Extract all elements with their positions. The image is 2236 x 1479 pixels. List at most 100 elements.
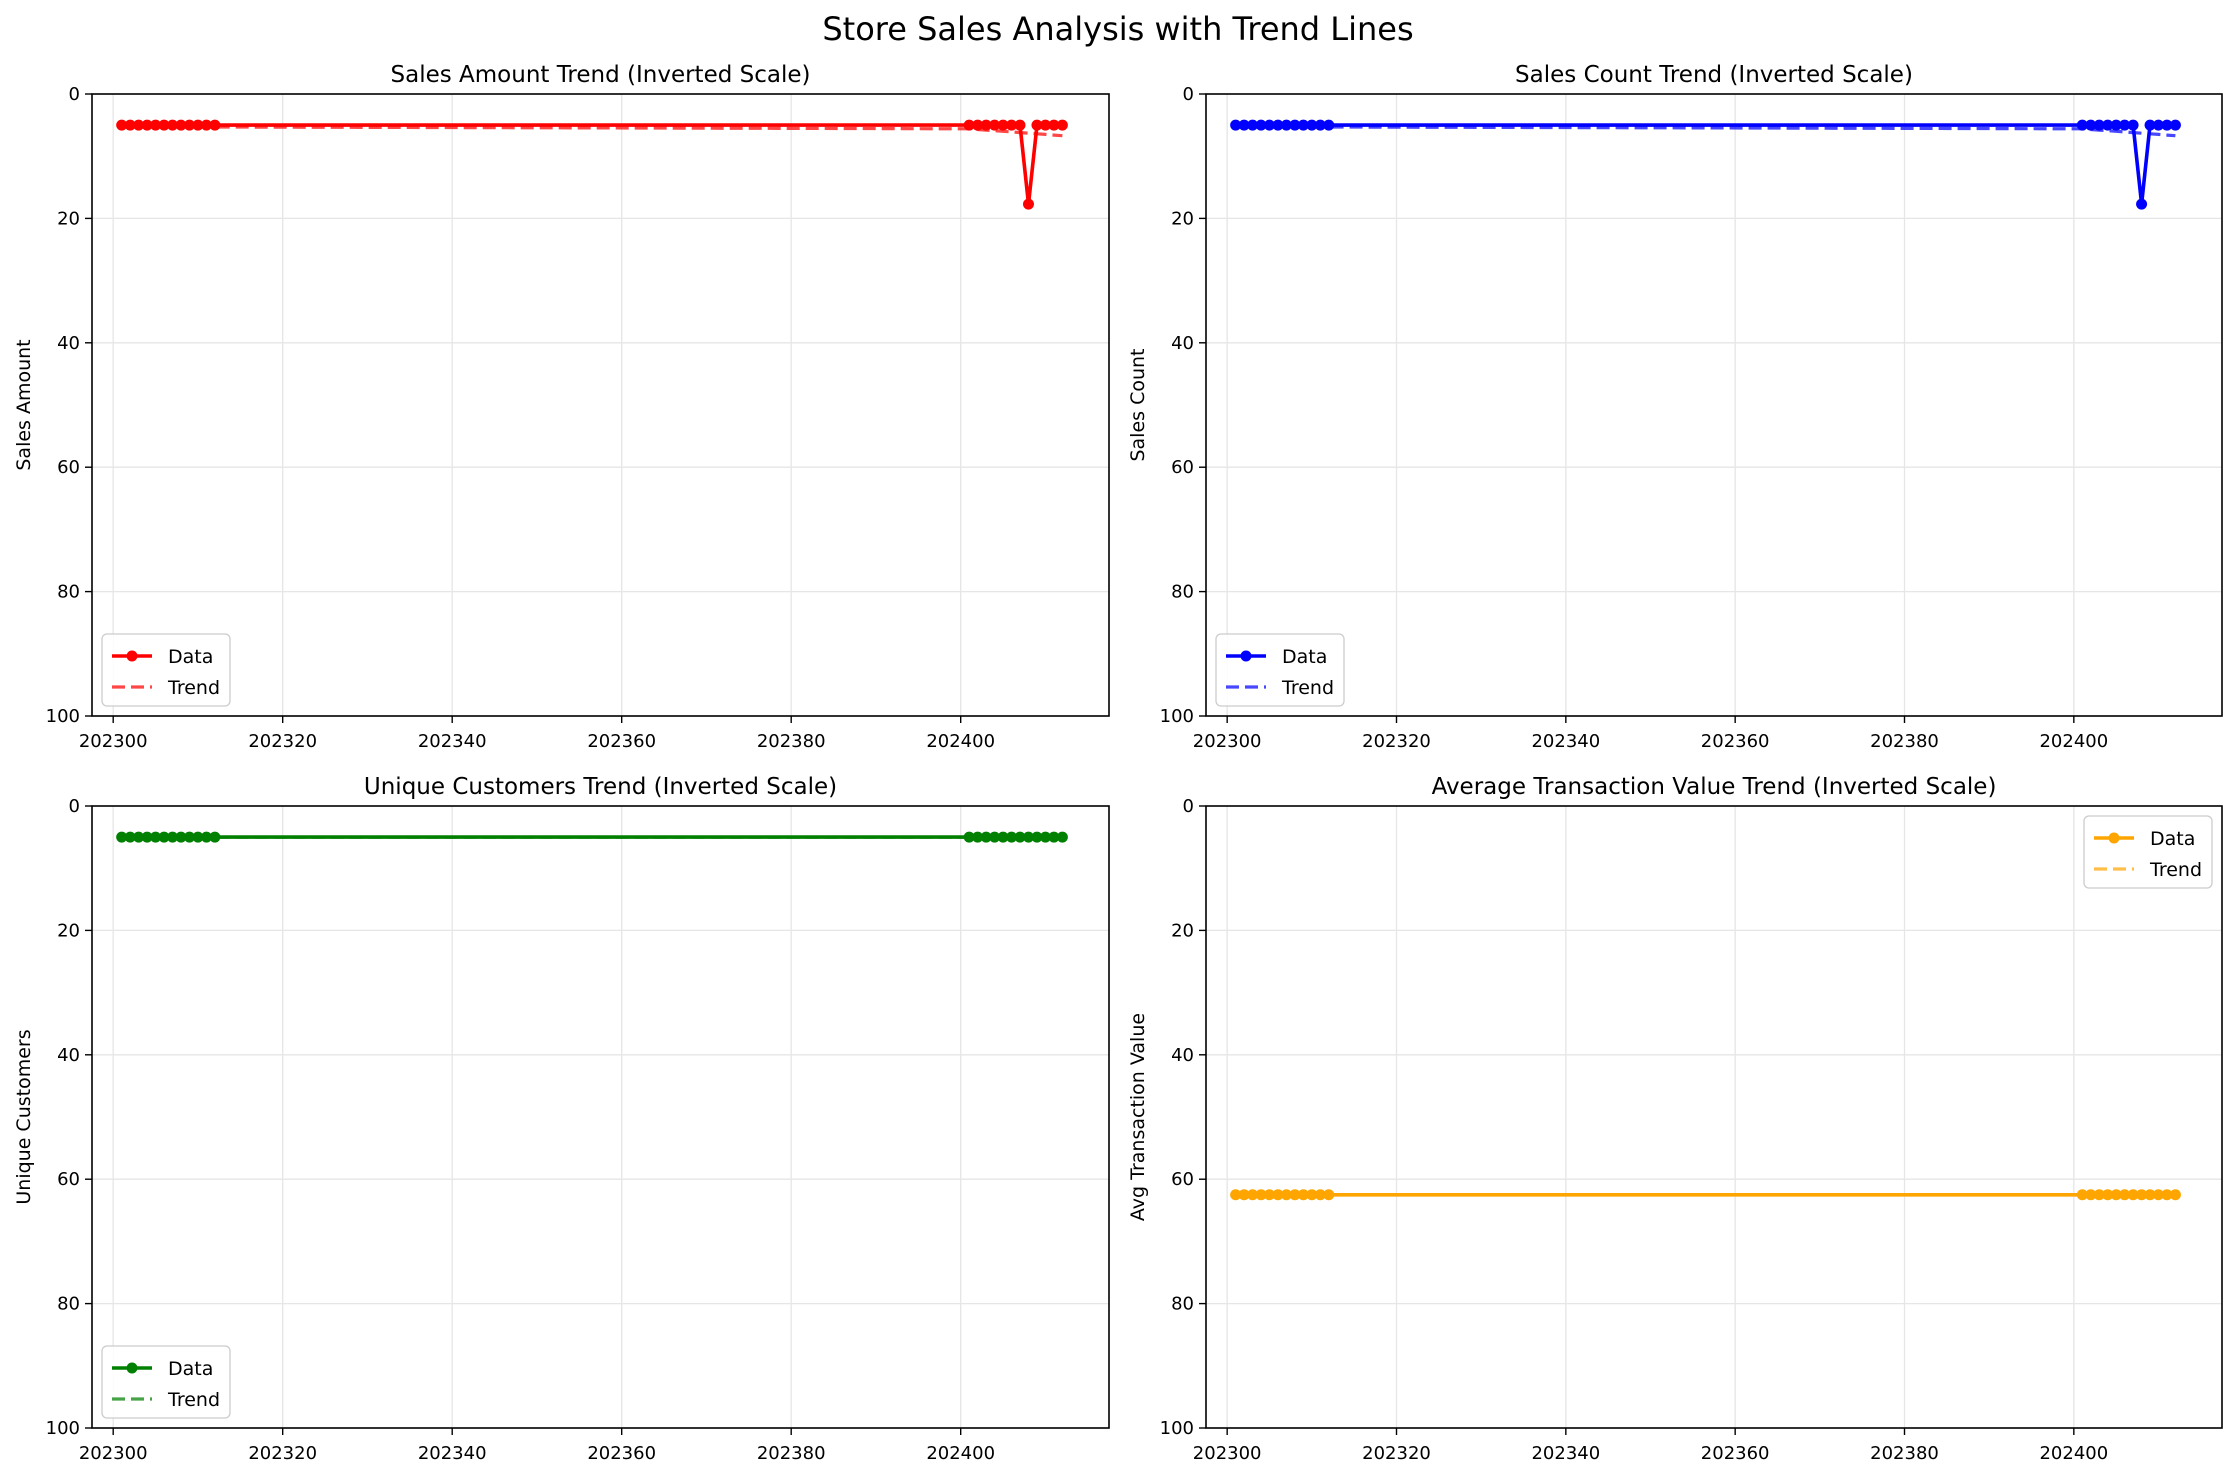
data-point bbox=[1323, 1189, 1335, 1201]
x-tick-label: 202320 bbox=[1362, 731, 1431, 752]
panel-1: Sales Amount Trend (Inverted Scale) 20230… bbox=[13, 62, 1110, 752]
data-line bbox=[1235, 123, 2176, 206]
data-point bbox=[2102, 119, 2114, 131]
x-tick-label: 202300 bbox=[79, 1443, 148, 1464]
y-tick-label: 0 bbox=[1183, 84, 1194, 105]
x-tick-label: 202320 bbox=[1362, 1443, 1431, 1464]
data-point bbox=[209, 831, 221, 843]
legend-marker bbox=[126, 1362, 138, 1374]
data-point bbox=[2153, 119, 2164, 131]
legend-marker bbox=[1240, 650, 1252, 662]
legend-label: Data bbox=[168, 1358, 213, 1380]
data-point bbox=[1022, 831, 1034, 843]
data-point bbox=[989, 831, 1001, 843]
y-tick-label: 40 bbox=[57, 333, 80, 354]
legend-label: Data bbox=[168, 646, 213, 668]
data-point bbox=[1006, 831, 1018, 843]
x-tick-label: 202340 bbox=[1531, 1443, 1600, 1464]
data-point bbox=[133, 831, 145, 843]
y-tick-label: 20 bbox=[57, 208, 80, 229]
data-point bbox=[1264, 1189, 1275, 1201]
y-tick-label: 20 bbox=[1171, 920, 1194, 941]
x-tick-label: 202360 bbox=[1701, 1443, 1770, 1464]
x-tick-label: 202380 bbox=[1870, 731, 1939, 752]
legend-label: Trend bbox=[2149, 859, 2202, 881]
y-tick-label: 40 bbox=[1171, 1045, 1194, 1066]
y-axis-label: Avg Transaction Value bbox=[1127, 1013, 1149, 1221]
data-point bbox=[2127, 119, 2139, 131]
panel-title: Average Transaction Value Trend (Inverte… bbox=[1432, 774, 1997, 800]
data-point bbox=[1056, 119, 1068, 131]
panel-title: Unique Customers Trend (Inverted Scale) bbox=[364, 774, 837, 800]
plot-frame bbox=[1205, 93, 2223, 717]
y-tick-label: 0 bbox=[69, 84, 80, 105]
y-tick-label: 40 bbox=[57, 1045, 80, 1066]
y-tick-label: 60 bbox=[1171, 1169, 1194, 1190]
figure-title: Store Sales Analysis with Trend Lines bbox=[822, 10, 1413, 48]
legend: Data Trend bbox=[101, 1345, 231, 1419]
data-point bbox=[2102, 1189, 2114, 1201]
panel-title: Sales Count Trend (Inverted Scale) bbox=[1515, 62, 1913, 88]
plot-frame bbox=[1205, 805, 2223, 1429]
legend: Data Trend bbox=[2083, 815, 2213, 889]
y-tick-label: 100 bbox=[1160, 1418, 1194, 1439]
x-tick-label: 202360 bbox=[587, 731, 656, 752]
x-tick-label: 202400 bbox=[2039, 731, 2108, 752]
data-point bbox=[2144, 119, 2156, 131]
x-tick-label: 202300 bbox=[1193, 1443, 1262, 1464]
data-point bbox=[2110, 119, 2122, 131]
y-axis-label: Unique Customers bbox=[13, 1029, 35, 1204]
x-tick-label: 202380 bbox=[757, 731, 826, 752]
y-tick-label: 20 bbox=[1171, 208, 1194, 229]
x-tick-label: 202400 bbox=[2039, 1443, 2108, 1464]
legend-label: Trend bbox=[167, 677, 220, 699]
data-point bbox=[1247, 1189, 1259, 1201]
y-tick-label: 0 bbox=[1183, 796, 1194, 817]
data-point bbox=[1323, 119, 1335, 131]
panel-2: Sales Count Trend (Inverted Scale) 202300… bbox=[1127, 62, 2223, 752]
x-tick-label: 202400 bbox=[926, 1443, 995, 1464]
y-tick-label: 0 bbox=[69, 796, 80, 817]
x-tick-label: 202340 bbox=[1531, 731, 1600, 752]
data-point bbox=[2085, 119, 2097, 131]
legend-label: Data bbox=[2150, 828, 2195, 850]
data-point bbox=[2136, 198, 2148, 210]
data-point bbox=[2093, 119, 2105, 131]
y-tick-label: 40 bbox=[1171, 333, 1194, 354]
data-point bbox=[997, 119, 1009, 131]
data-point bbox=[972, 119, 984, 131]
x-tick-label: 202360 bbox=[587, 1443, 656, 1464]
y-tick-label: 80 bbox=[1171, 1294, 1194, 1315]
legend-marker bbox=[2108, 832, 2120, 844]
y-tick-label: 100 bbox=[46, 706, 80, 727]
data-point bbox=[2119, 119, 2131, 131]
data-point bbox=[980, 119, 992, 131]
data-point bbox=[1039, 119, 1051, 131]
legend-label: Trend bbox=[167, 1389, 220, 1411]
data-point bbox=[209, 119, 221, 131]
x-tick-label: 202380 bbox=[1870, 1443, 1939, 1464]
legend-label: Trend bbox=[1281, 677, 1334, 699]
y-tick-label: 60 bbox=[57, 457, 80, 478]
y-tick-label: 60 bbox=[1171, 457, 1194, 478]
y-tick-label: 100 bbox=[46, 1418, 80, 1439]
data-point bbox=[1022, 198, 1034, 210]
x-tick-label: 202380 bbox=[757, 1443, 826, 1464]
data-point bbox=[2169, 1189, 2181, 1201]
x-tick-label: 202300 bbox=[79, 731, 148, 752]
x-tick-label: 202400 bbox=[926, 731, 995, 752]
x-tick-label: 202320 bbox=[248, 731, 317, 752]
y-tick-label: 60 bbox=[57, 1169, 80, 1190]
data-point bbox=[1048, 119, 1060, 131]
data-point bbox=[116, 831, 128, 843]
x-tick-label: 202360 bbox=[1701, 731, 1770, 752]
plot-frame bbox=[91, 805, 1110, 1429]
legend: Data Trend bbox=[1215, 633, 1345, 707]
data-point bbox=[1031, 119, 1043, 131]
panel-title: Sales Amount Trend (Inverted Scale) bbox=[391, 62, 811, 88]
legend: Data Trend bbox=[101, 633, 231, 707]
data-point bbox=[1006, 119, 1018, 131]
data-point bbox=[2161, 119, 2173, 131]
x-tick-label: 202340 bbox=[418, 1443, 487, 1464]
